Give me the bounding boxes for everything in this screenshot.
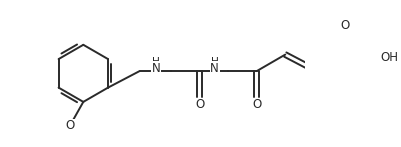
Text: H: H: [152, 57, 160, 67]
Text: N: N: [210, 62, 219, 75]
Text: OH: OH: [381, 51, 399, 64]
Text: O: O: [341, 19, 350, 32]
Text: H: H: [211, 57, 219, 67]
Text: O: O: [195, 98, 204, 111]
Text: O: O: [252, 98, 261, 111]
Text: N: N: [152, 62, 160, 75]
Text: O: O: [65, 119, 75, 132]
